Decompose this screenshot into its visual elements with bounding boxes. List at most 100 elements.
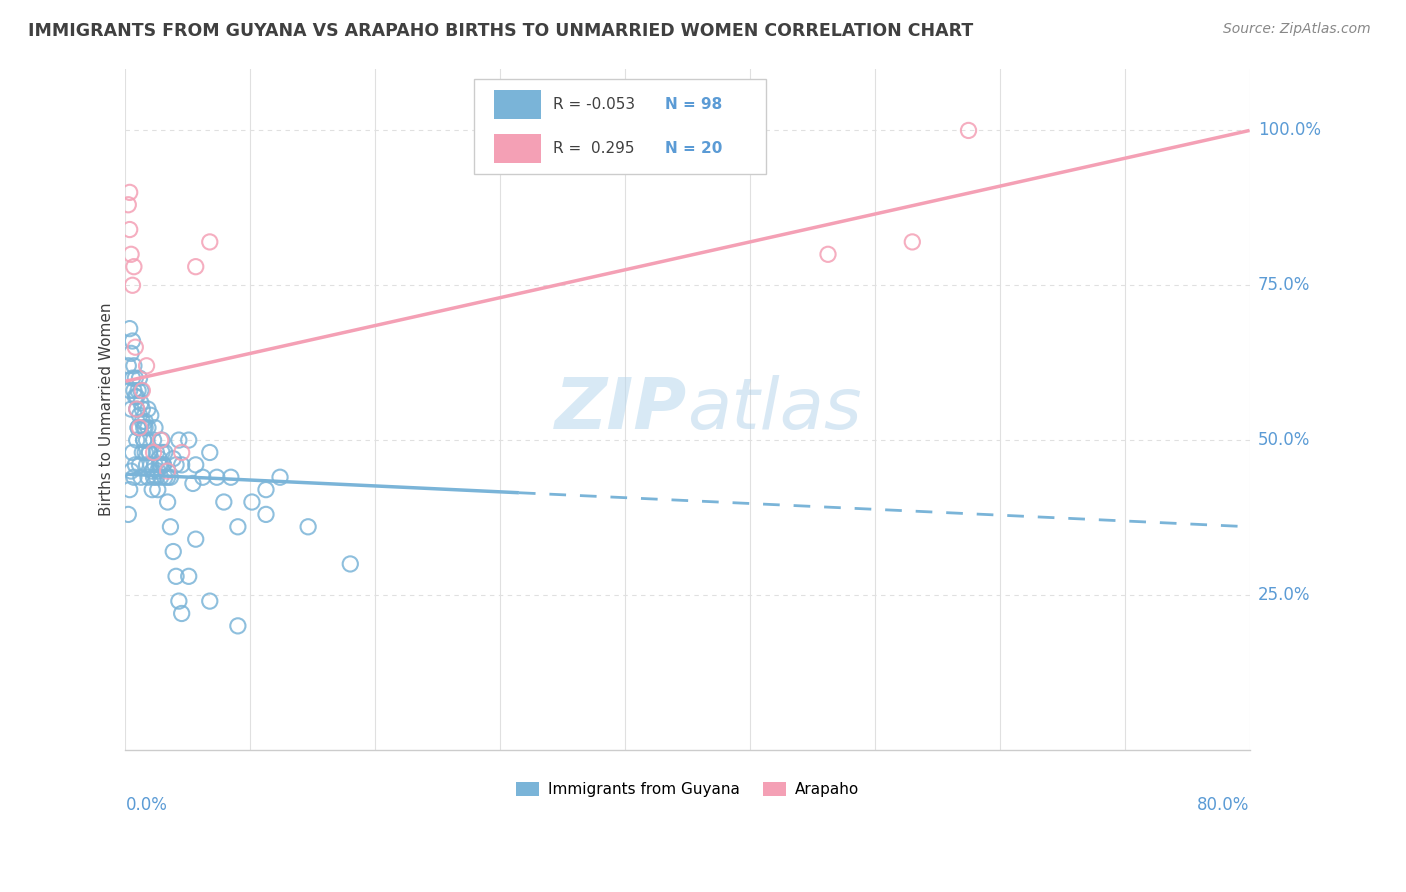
Point bbox=[120, 346, 142, 360]
Point bbox=[153, 445, 176, 459]
Point bbox=[145, 445, 167, 459]
Point bbox=[124, 371, 146, 385]
Text: Source: ZipAtlas.com: Source: ZipAtlas.com bbox=[1223, 22, 1371, 37]
Point bbox=[127, 420, 149, 434]
Point bbox=[150, 433, 173, 447]
Text: R =  0.295: R = 0.295 bbox=[553, 141, 634, 156]
Point bbox=[957, 123, 980, 137]
Point bbox=[141, 483, 163, 497]
Point bbox=[121, 371, 143, 385]
Text: 0.0%: 0.0% bbox=[125, 797, 167, 814]
Text: R = -0.053: R = -0.053 bbox=[553, 97, 634, 112]
Legend: Immigrants from Guyana, Arapaho: Immigrants from Guyana, Arapaho bbox=[510, 776, 865, 804]
Point bbox=[125, 402, 148, 417]
Point bbox=[254, 508, 277, 522]
Point bbox=[132, 433, 155, 447]
Point bbox=[128, 420, 150, 434]
Point bbox=[817, 247, 839, 261]
Point bbox=[131, 384, 153, 398]
Point bbox=[165, 569, 187, 583]
Point bbox=[122, 470, 145, 484]
Point bbox=[118, 384, 141, 398]
Y-axis label: Births to Unmarried Women: Births to Unmarried Women bbox=[100, 302, 114, 516]
Point bbox=[122, 359, 145, 373]
Text: 50.0%: 50.0% bbox=[1258, 431, 1310, 449]
Text: N = 98: N = 98 bbox=[665, 97, 723, 112]
Point bbox=[170, 607, 193, 621]
Point bbox=[118, 222, 141, 236]
Point bbox=[184, 458, 207, 472]
Point bbox=[134, 445, 156, 459]
Point bbox=[131, 415, 153, 429]
Point bbox=[120, 402, 142, 417]
Point bbox=[138, 445, 160, 459]
Point bbox=[184, 532, 207, 546]
Point bbox=[121, 334, 143, 348]
Point bbox=[124, 340, 146, 354]
Point bbox=[122, 260, 145, 274]
Text: 25.0%: 25.0% bbox=[1258, 586, 1310, 604]
Point bbox=[150, 445, 173, 459]
Point bbox=[143, 458, 166, 472]
Point bbox=[198, 594, 221, 608]
Point bbox=[136, 470, 159, 484]
Point bbox=[134, 420, 156, 434]
Point bbox=[132, 420, 155, 434]
Point bbox=[146, 483, 169, 497]
Point bbox=[121, 278, 143, 293]
Point bbox=[124, 390, 146, 404]
Point bbox=[131, 402, 153, 417]
Point bbox=[135, 433, 157, 447]
Point bbox=[117, 508, 139, 522]
Point bbox=[901, 235, 924, 249]
Point bbox=[254, 483, 277, 497]
Point bbox=[165, 458, 187, 472]
Point bbox=[162, 544, 184, 558]
Point bbox=[226, 520, 249, 534]
FancyBboxPatch shape bbox=[494, 90, 541, 119]
Point bbox=[121, 445, 143, 459]
Point bbox=[226, 619, 249, 633]
Point bbox=[240, 495, 263, 509]
Text: 100.0%: 100.0% bbox=[1258, 121, 1322, 139]
Point bbox=[198, 445, 221, 459]
Point bbox=[184, 260, 207, 274]
Point bbox=[122, 384, 145, 398]
FancyBboxPatch shape bbox=[494, 135, 541, 163]
Point bbox=[125, 390, 148, 404]
Point bbox=[142, 470, 165, 484]
Point bbox=[127, 384, 149, 398]
Point bbox=[128, 371, 150, 385]
Point bbox=[149, 458, 172, 472]
Point bbox=[170, 458, 193, 472]
Point bbox=[212, 495, 235, 509]
Point bbox=[159, 470, 181, 484]
Point bbox=[139, 458, 162, 472]
FancyBboxPatch shape bbox=[474, 78, 766, 174]
Point bbox=[117, 198, 139, 212]
Point bbox=[191, 470, 214, 484]
Point bbox=[129, 396, 152, 410]
Point bbox=[142, 445, 165, 459]
Point bbox=[145, 470, 167, 484]
Point bbox=[117, 359, 139, 373]
Point bbox=[132, 433, 155, 447]
Point bbox=[124, 458, 146, 472]
Point bbox=[136, 402, 159, 417]
Point bbox=[118, 186, 141, 200]
Point bbox=[156, 464, 179, 478]
Point bbox=[181, 476, 204, 491]
Point bbox=[125, 402, 148, 417]
Point bbox=[139, 409, 162, 423]
Point bbox=[129, 470, 152, 484]
Point bbox=[128, 458, 150, 472]
Point bbox=[134, 415, 156, 429]
Point bbox=[143, 420, 166, 434]
Point bbox=[131, 445, 153, 459]
Point bbox=[136, 420, 159, 434]
Point bbox=[118, 321, 141, 335]
Point bbox=[152, 458, 174, 472]
Point bbox=[167, 433, 190, 447]
Point bbox=[141, 464, 163, 478]
Point bbox=[142, 433, 165, 447]
